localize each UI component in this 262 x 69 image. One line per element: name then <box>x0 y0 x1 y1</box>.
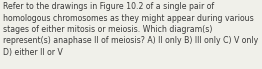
Text: Refer to the drawings in Figure 10.2 of a single pair of
homologous chromosomes : Refer to the drawings in Figure 10.2 of … <box>3 2 258 57</box>
